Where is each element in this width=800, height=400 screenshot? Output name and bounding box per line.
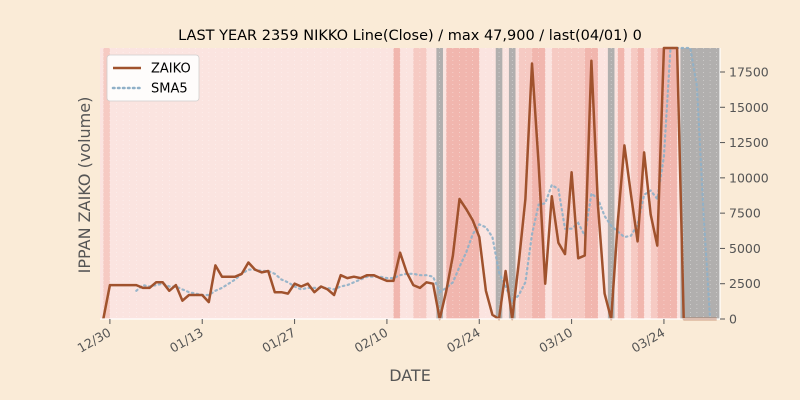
y-tick-label: 5000	[729, 241, 761, 256]
y-tick-label: 7500	[729, 206, 761, 221]
shaded-band	[650, 48, 658, 319]
legend-box	[106, 54, 200, 102]
shaded-band	[508, 48, 516, 319]
shaded-band	[680, 48, 720, 319]
y-tick-label: 12500	[729, 135, 769, 150]
y-tick-label: 17500	[729, 64, 769, 79]
x-axis-label: DATE	[389, 366, 431, 385]
legend-zaiko-label: ZAIKO	[151, 62, 191, 77]
shaded-band	[551, 48, 585, 319]
shaded-band	[103, 48, 110, 319]
legend-sma5-label: SMA5	[151, 82, 188, 97]
shaded-band	[495, 48, 503, 319]
zaiko-line	[102, 46, 717, 321]
shaded-band	[413, 48, 427, 319]
shaded-band	[607, 48, 615, 319]
shaded-band	[436, 48, 443, 319]
y-tick-label: 10000	[729, 170, 769, 185]
shaded-band	[446, 48, 480, 319]
y-axis-label: IPPAN ZAIKO (volume)	[75, 97, 94, 274]
chart-title: LAST YEAR 2359 NIKKO Line(Close) / max 4…	[178, 28, 642, 44]
shaded-band	[630, 48, 638, 319]
y-tick-label: 2500	[729, 276, 761, 291]
y-tick-label: 15000	[729, 100, 769, 115]
y-tick-label: 0	[729, 312, 737, 327]
legend: ZAIKO SMA5	[106, 54, 200, 102]
sma5-line	[135, 46, 712, 321]
shaded-band	[393, 48, 401, 319]
